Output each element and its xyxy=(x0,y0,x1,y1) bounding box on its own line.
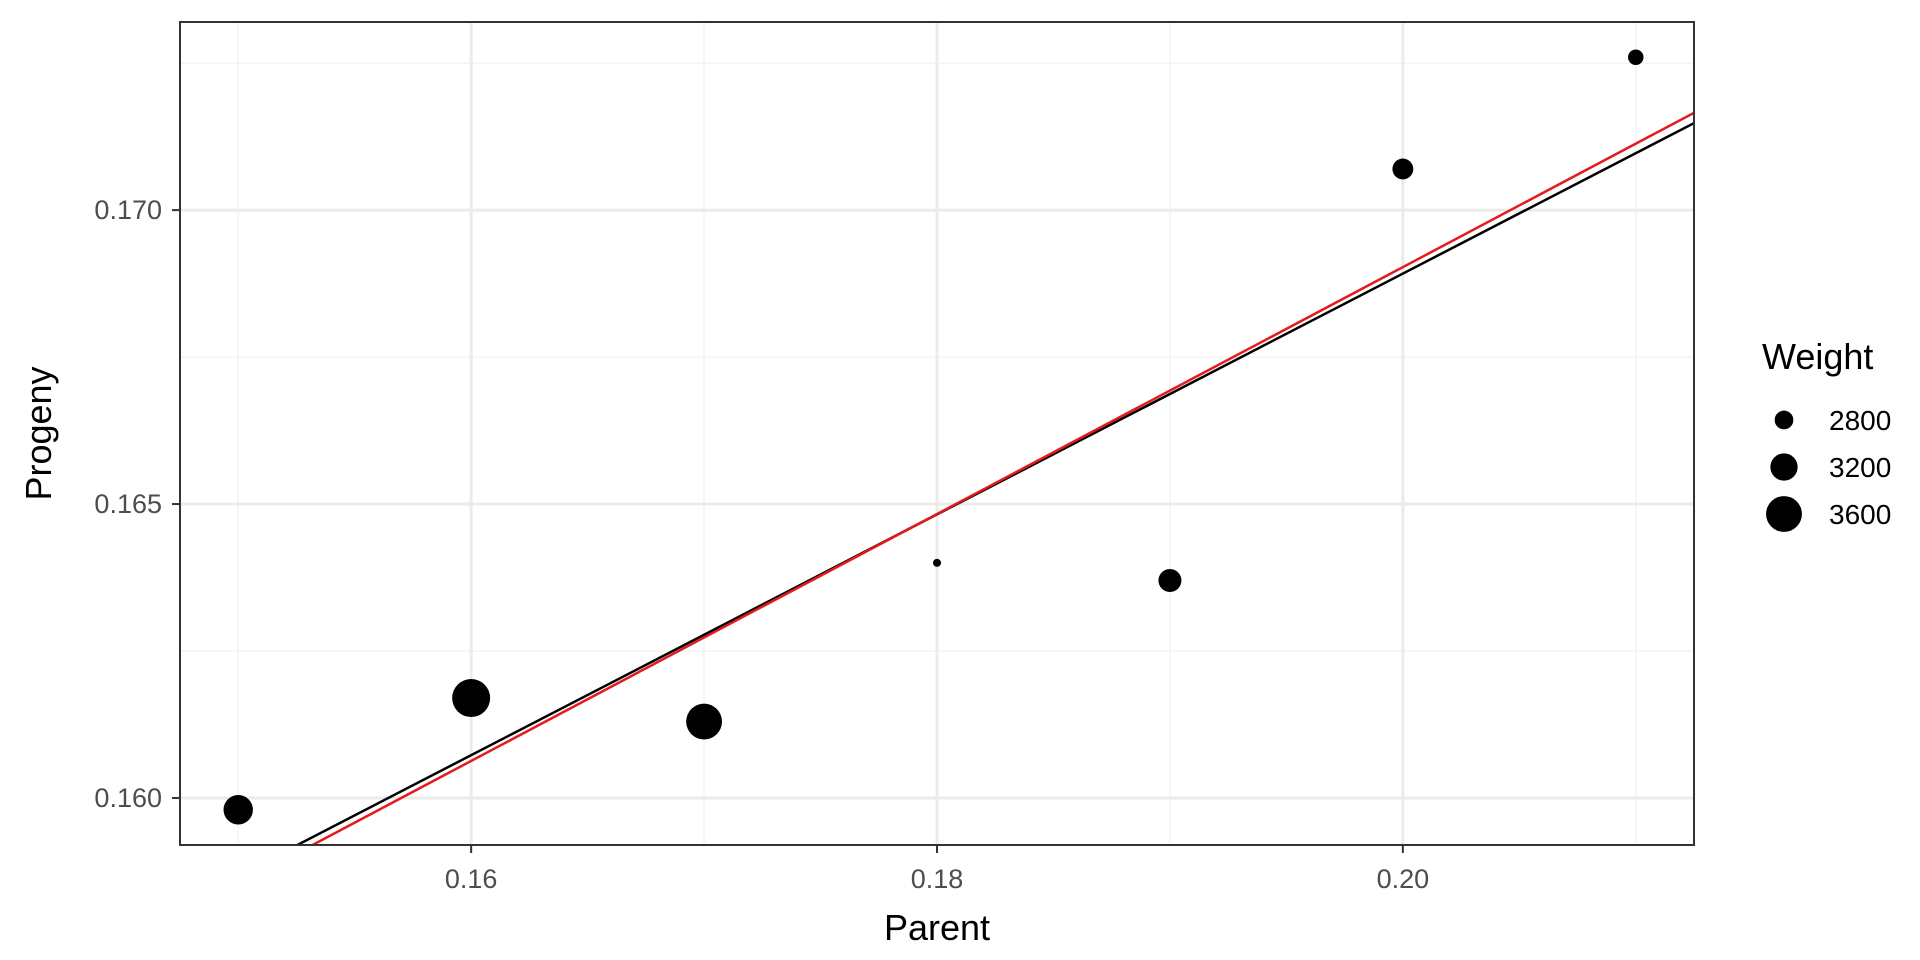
data-point xyxy=(1158,568,1182,592)
data-point xyxy=(933,558,941,567)
legend-label: 3200 xyxy=(1829,452,1891,483)
x-tick-label: 0.16 xyxy=(445,864,498,894)
legend-title: Weight xyxy=(1762,336,1873,377)
legend-label: 3600 xyxy=(1829,499,1891,530)
x-tick-label: 0.20 xyxy=(1377,864,1430,894)
regression-lines xyxy=(294,111,1694,845)
data-point xyxy=(452,679,491,718)
data-point xyxy=(223,795,253,825)
legend-label: 2800 xyxy=(1829,405,1891,436)
y-axis: 0.160 0.165 0.170 xyxy=(94,195,180,813)
data-point xyxy=(686,703,723,740)
legend-key xyxy=(1770,453,1798,481)
y-axis-title: Progeny xyxy=(18,366,59,500)
y-tick-label: 0.170 xyxy=(94,195,162,225)
data-point xyxy=(1628,49,1644,66)
x-axis: 0.16 0.18 0.20 xyxy=(445,845,1429,894)
data-point xyxy=(1392,158,1414,180)
legend-key xyxy=(1774,410,1794,430)
legend-key xyxy=(1766,496,1802,532)
x-tick-label: 0.18 xyxy=(911,864,964,894)
grid-lines xyxy=(180,22,1694,845)
x-axis-title: Parent xyxy=(884,907,990,948)
data-points xyxy=(223,49,1644,825)
regression-line-red xyxy=(309,111,1694,845)
size-legend: Weight 2800 3200 3600 xyxy=(1762,336,1891,532)
y-tick-label: 0.165 xyxy=(94,489,162,519)
y-tick-label: 0.160 xyxy=(94,783,162,813)
